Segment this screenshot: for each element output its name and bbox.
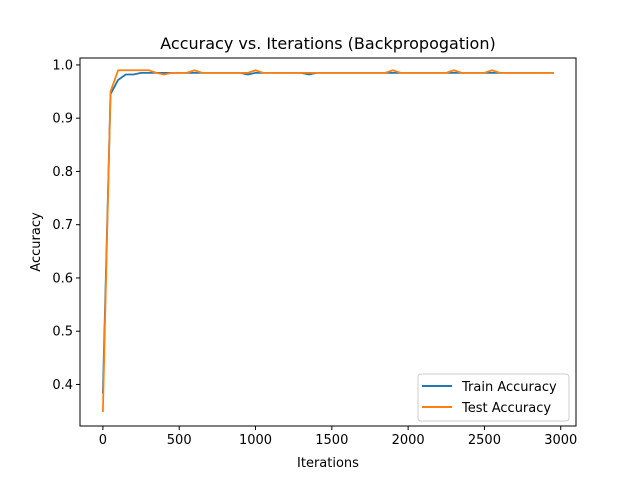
series-layer: [101, 69, 555, 413]
x-tick-label: 1500: [315, 433, 348, 448]
y-tick-label: 0.5: [52, 325, 73, 340]
x-tick-label: 1000: [239, 433, 272, 448]
x-tick-label: 2000: [392, 433, 425, 448]
y-tick-label: 0.6: [52, 271, 73, 286]
y-axis-ticks: 0.4 0.5 0.6 0.7 0.8 0.9 1.0: [52, 58, 80, 393]
plot-frame: [79, 57, 577, 427]
x-tick-label: 2500: [468, 433, 501, 448]
x-axis-label: Iterations: [297, 456, 359, 471]
x-tick-label: 3000: [544, 433, 577, 448]
series-line-test: [101, 69, 555, 413]
y-tick-label: 0.8: [52, 165, 73, 180]
legend-box: [417, 373, 570, 422]
y-tick-label: 0.4: [52, 378, 73, 393]
y-tick-label: 0.7: [52, 218, 73, 233]
legend-label-test: Test Accuracy: [461, 401, 551, 416]
x-tick-label: 500: [167, 433, 192, 448]
legend-label-train: Train Accuracy: [461, 380, 557, 395]
legend: Train Accuracy Test Accuracy: [417, 373, 570, 422]
y-axis-label: Accuracy: [29, 212, 44, 272]
x-tick-label: 0: [99, 433, 107, 448]
x-axis-ticks: 0 500 1000 1500 2000 2500 3000: [99, 426, 577, 448]
chart-title: Accuracy vs. Iterations (Backpropogation…: [160, 34, 495, 53]
y-tick-label: 1.0: [52, 58, 73, 73]
y-tick-label: 0.9: [52, 112, 73, 127]
